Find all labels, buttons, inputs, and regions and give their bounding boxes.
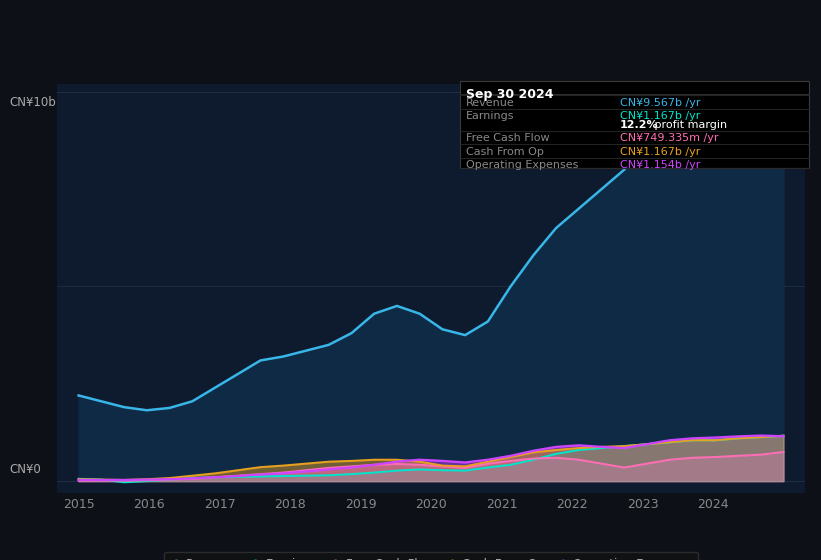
Text: profit margin: profit margin xyxy=(651,120,727,130)
Text: CN¥0: CN¥0 xyxy=(9,464,41,477)
Text: CN¥1.167b /yr: CN¥1.167b /yr xyxy=(620,147,700,157)
Text: Free Cash Flow: Free Cash Flow xyxy=(466,133,550,143)
Text: CN¥1.154b /yr: CN¥1.154b /yr xyxy=(620,160,700,170)
Text: CN¥9.567b /yr: CN¥9.567b /yr xyxy=(620,97,700,108)
Text: CN¥1.167b /yr: CN¥1.167b /yr xyxy=(620,111,700,121)
Text: CN¥749.335m /yr: CN¥749.335m /yr xyxy=(620,133,718,143)
Text: Operating Expenses: Operating Expenses xyxy=(466,160,579,170)
Legend: Revenue, Earnings, Free Cash Flow, Cash From Op, Operating Expenses: Revenue, Earnings, Free Cash Flow, Cash … xyxy=(163,552,699,560)
Text: Revenue: Revenue xyxy=(466,97,515,108)
Text: Sep 30 2024: Sep 30 2024 xyxy=(466,88,554,101)
Text: 12.2%: 12.2% xyxy=(620,120,658,130)
Text: CN¥10b: CN¥10b xyxy=(9,96,56,109)
Text: Cash From Op: Cash From Op xyxy=(466,147,544,157)
Text: Earnings: Earnings xyxy=(466,111,515,121)
